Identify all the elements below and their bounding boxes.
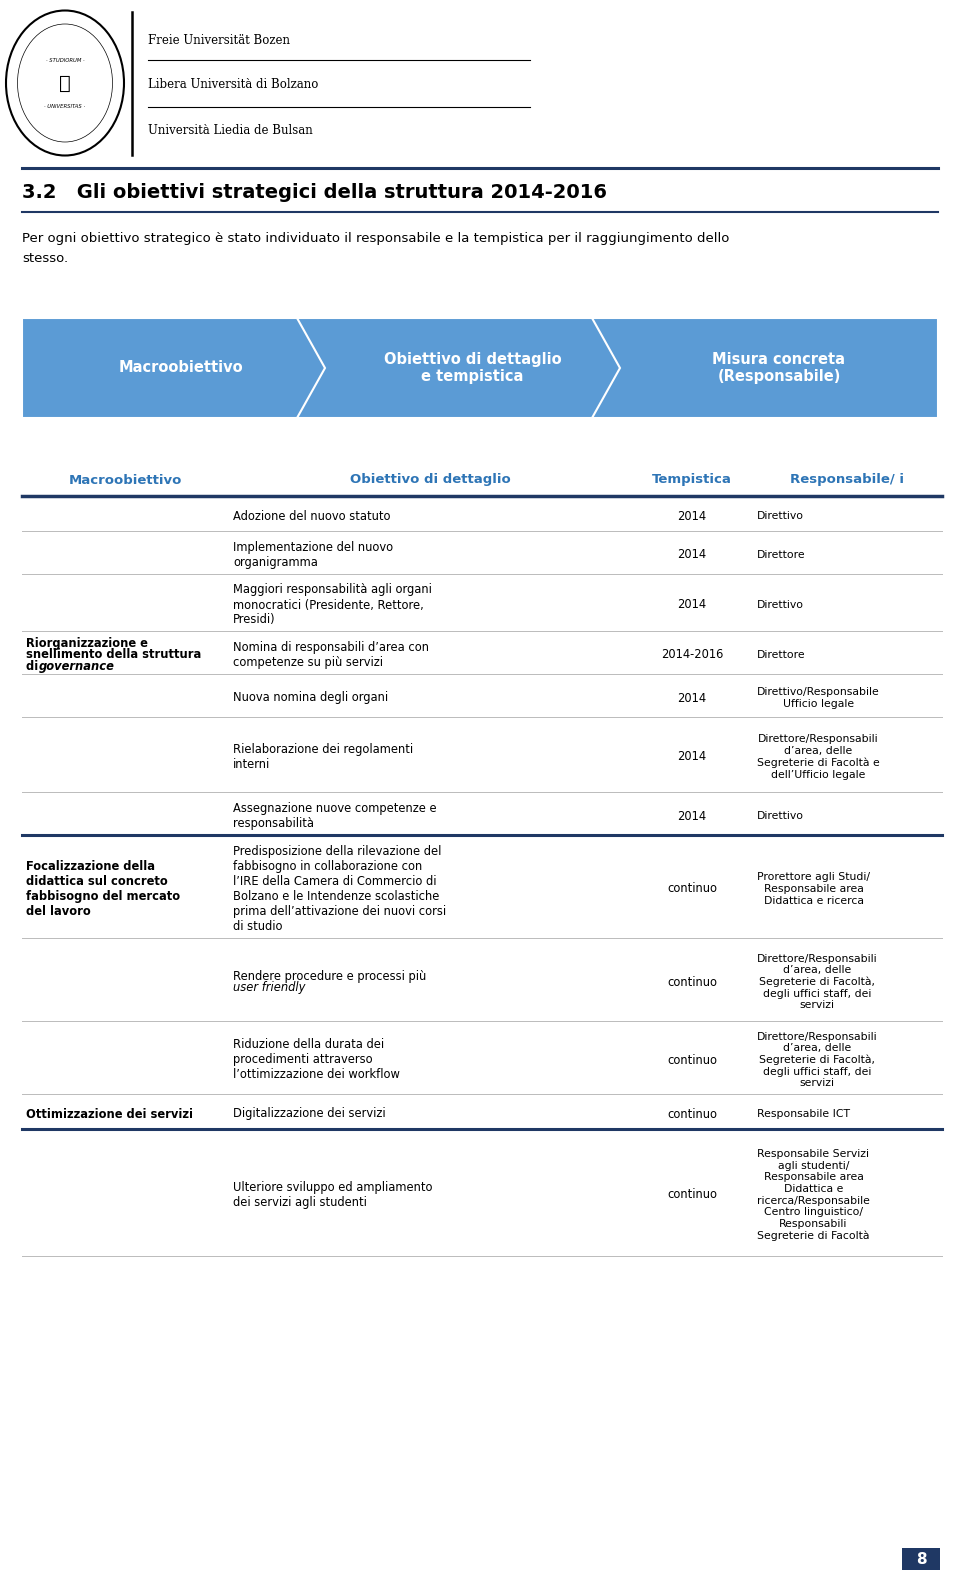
Text: Tempistica: Tempistica: [652, 474, 732, 487]
Text: continuo: continuo: [667, 1054, 717, 1066]
Text: di: di: [26, 660, 42, 673]
Text: Nuova nomina degli organi: Nuova nomina degli organi: [233, 691, 388, 704]
Text: Università Liedia de Bulsan: Università Liedia de Bulsan: [148, 123, 313, 137]
Text: Freie Universität Bozen: Freie Universität Bozen: [148, 33, 290, 47]
Text: Assegnazione nuove competenze e
responsabilità: Assegnazione nuove competenze e responsa…: [233, 802, 437, 830]
Text: Responsabile Servizi
agli studenti/
Responsabile area
Didattica e
ricerca/Respon: Responsabile Servizi agli studenti/ Resp…: [757, 1150, 870, 1241]
Text: Responsabile/ i: Responsabile/ i: [790, 474, 904, 487]
Text: Rendere procedure e processi più: Rendere procedure e processi più: [233, 970, 426, 983]
Text: 2014: 2014: [678, 810, 707, 822]
Text: Maggiori responsabilità agli organi
monocratici (Presidente, Rettore,
Presidi): Maggiori responsabilità agli organi mono…: [233, 583, 432, 627]
Text: continuo: continuo: [667, 1189, 717, 1202]
Text: continuo: continuo: [667, 975, 717, 989]
Text: continuo: continuo: [667, 882, 717, 896]
Text: Responsabile ICT: Responsabile ICT: [757, 1109, 850, 1118]
Text: Libera Università di Bolzano: Libera Università di Bolzano: [148, 79, 319, 91]
Text: Implementazione del nuovo
organigramma: Implementazione del nuovo organigramma: [233, 540, 394, 569]
Text: Direttore/Responsabili
d’area, delle
Segreterie di Facoltà,
degli uffici staff, : Direttore/Responsabili d’area, delle Seg…: [757, 1032, 877, 1088]
Text: Nomina di responsabili d’area con
competenze su più servizi: Nomina di responsabili d’area con compet…: [233, 641, 429, 669]
Text: Riduzione della durata dei
procedimenti attraverso
l’ottimizzazione dei workflow: Riduzione della durata dei procedimenti …: [233, 1038, 400, 1082]
Text: Ottimizzazione dei servizi: Ottimizzazione dei servizi: [26, 1107, 193, 1120]
Text: Macroobiettivo: Macroobiettivo: [118, 361, 243, 375]
Text: Macroobiettivo: Macroobiettivo: [68, 474, 181, 487]
Text: Direttivo/Responsabile
Ufficio legale: Direttivo/Responsabile Ufficio legale: [757, 687, 879, 709]
Text: Direttore: Direttore: [757, 650, 805, 660]
Text: 3.2   Gli obiettivi strategici della struttura 2014-2016: 3.2 Gli obiettivi strategici della strut…: [22, 183, 607, 202]
Text: · UNIVERSITAS ·: · UNIVERSITAS ·: [44, 104, 85, 110]
Text: 🦅: 🦅: [60, 74, 71, 93]
Text: Direttore: Direttore: [757, 550, 805, 561]
Text: continuo: continuo: [667, 1107, 717, 1120]
Polygon shape: [297, 318, 648, 417]
Text: 2014: 2014: [678, 598, 707, 611]
Text: Adozione del nuovo statuto: Adozione del nuovo statuto: [233, 509, 391, 523]
Text: Obiettivo di dettaglio: Obiettivo di dettaglio: [349, 474, 511, 487]
Text: Direttore/Responsabili
d’area, delle
Segreterie di Facoltà e
dell’Ufficio legale: Direttore/Responsabili d’area, delle Seg…: [757, 734, 879, 780]
Text: Predisposizione della rilevazione del
fabbisogno in collaborazione con
l’IRE del: Predisposizione della rilevazione del fa…: [233, 846, 446, 932]
Text: Rielaborazione dei regolamenti
interni: Rielaborazione dei regolamenti interni: [233, 743, 413, 772]
Text: Direttore/Responsabili
d’area, delle
Segreterie di Facoltà,
degli uffici staff, : Direttore/Responsabili d’area, delle Seg…: [757, 953, 877, 1011]
Text: Misura concreta
(Responsabile): Misura concreta (Responsabile): [712, 351, 846, 384]
Text: 2014: 2014: [678, 509, 707, 523]
FancyBboxPatch shape: [902, 1548, 940, 1570]
Text: Riorganizzazione e: Riorganizzazione e: [26, 636, 148, 650]
Text: Per ogni obiettivo strategico è stato individuato il responsabile e la tempistic: Per ogni obiettivo strategico è stato in…: [22, 232, 730, 246]
Text: 2014: 2014: [678, 691, 707, 704]
Text: Direttivo: Direttivo: [757, 510, 804, 521]
Polygon shape: [22, 318, 353, 417]
Text: 2014-2016: 2014-2016: [660, 649, 723, 662]
Text: 8: 8: [916, 1551, 926, 1567]
Text: Direttivo: Direttivo: [757, 811, 804, 821]
Text: Ulteriore sviluppo ed ampliamento
dei servizi agli studenti: Ulteriore sviluppo ed ampliamento dei se…: [233, 1181, 433, 1210]
Text: Prorettore agli Studi/
Responsabile area
Didattica e ricerca: Prorettore agli Studi/ Responsabile area…: [757, 873, 870, 906]
Text: governance: governance: [38, 660, 114, 673]
Text: Digitalizzazione dei servizi: Digitalizzazione dei servizi: [233, 1107, 386, 1120]
Text: Obiettivo di dettaglio
e tempistica: Obiettivo di dettaglio e tempistica: [384, 351, 562, 384]
Text: Direttivo: Direttivo: [757, 600, 804, 610]
Text: user friendly: user friendly: [233, 981, 305, 994]
Text: Focalizzazione della
didattica sul concreto
fabbisogno del mercato
del lavoro: Focalizzazione della didattica sul concr…: [26, 860, 180, 918]
Text: stesso.: stesso.: [22, 252, 68, 265]
Polygon shape: [592, 318, 938, 417]
Text: snellimento della struttura: snellimento della struttura: [26, 649, 202, 662]
Text: 2014: 2014: [678, 751, 707, 764]
Text: · STUDIORUM ·: · STUDIORUM ·: [46, 58, 84, 63]
Text: 2014: 2014: [678, 548, 707, 562]
